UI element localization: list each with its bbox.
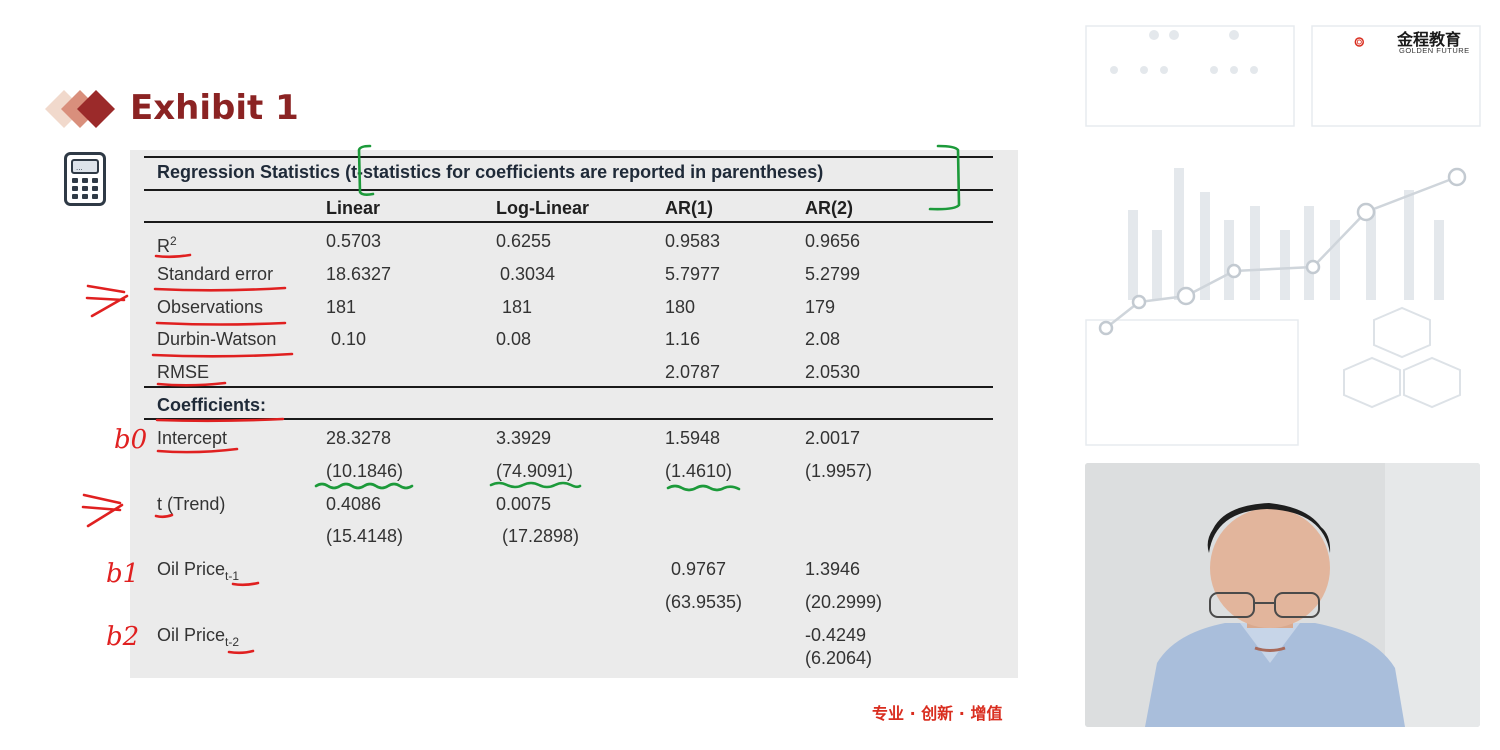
- durbin-watson-ar2: 2.08: [805, 329, 841, 349]
- row-label-intercept: Intercept: [157, 428, 228, 448]
- std-error-ar1: 5.7977: [665, 264, 721, 284]
- logo-english-name: GOLDEN FUTURE: [1399, 46, 1470, 55]
- trend-log-linear: 0.0075: [496, 494, 552, 514]
- presenter-video-feed[interactable]: [1085, 463, 1480, 727]
- row-label-oil-price-lag2: Oil Pricet-2: [157, 625, 240, 649]
- r-squared-log-linear: 0.6255: [496, 231, 552, 251]
- intercept-tstat-linear: (10.1846): [326, 461, 404, 481]
- caption-rule: [144, 189, 993, 191]
- oil-price-lag1-ar2: 1.3946: [805, 559, 861, 579]
- intercept-ar2: 2.0017: [805, 428, 861, 448]
- row-label-durbin-watson: Durbin-Watson: [157, 329, 277, 349]
- observations-ar1: 180: [665, 297, 696, 317]
- observations-ar2: 179: [805, 297, 836, 317]
- oil-price-lag1-tstat-ar1: (63.9535): [665, 592, 743, 612]
- row-label-standard-error: Standard error: [157, 264, 274, 284]
- r-squared-linear: 0.5703: [326, 231, 382, 251]
- r-squared-ar2: 0.9656: [805, 231, 861, 251]
- intercept-tstat-ar2: (1.9957): [805, 461, 873, 481]
- background-infographic: [1085, 25, 1481, 446]
- intercept-tstat-log-linear: (74.9091): [496, 461, 574, 481]
- r-squared-ar1: 0.9583: [665, 231, 721, 251]
- column-header-ar2: AR(2): [805, 198, 853, 218]
- oil-price-lag2-tstat-ar2: (6.2064): [805, 648, 873, 668]
- table-caption: Regression Statistics (t-statistics for …: [157, 162, 824, 182]
- rmse-ar1: 2.0787: [665, 362, 721, 382]
- intercept-linear: 28.3278: [326, 428, 392, 448]
- regression-table-panel: [130, 150, 1018, 678]
- statistics-rule: [144, 386, 993, 388]
- row-label-r-squared: R2: [157, 234, 177, 256]
- oil-price-lag2-ar2: -0.4249: [805, 625, 867, 645]
- logo-chinese-name: 金程教育: [1397, 30, 1462, 49]
- row-label-observations: Observations: [157, 297, 264, 317]
- slogan: 专业 · 创新 · 增值: [872, 704, 1003, 723]
- observations-linear: 181: [326, 297, 357, 317]
- std-error-linear: 18.6327: [326, 264, 392, 284]
- presenter-figure: [1085, 463, 1480, 727]
- svg-text:...: ...: [76, 163, 83, 172]
- durbin-watson-linear: 0.10: [331, 329, 367, 349]
- rmse-ar2: 2.0530: [805, 362, 861, 382]
- slide-title: Exhibit 1: [130, 88, 299, 128]
- table-top-rule: [144, 156, 993, 158]
- coefficients-rule: [144, 418, 993, 420]
- coefficients-heading: Coefficients:: [157, 395, 267, 415]
- durbin-watson-log-linear: 0.08: [496, 329, 532, 349]
- header-rule: [144, 221, 993, 223]
- title-diamonds-decoration: [45, 90, 115, 128]
- std-error-ar2: 5.2799: [805, 264, 861, 284]
- trend-linear: 0.4086: [326, 494, 382, 514]
- intercept-log-linear: 3.3929: [496, 428, 552, 448]
- column-header-ar1: AR(1): [665, 198, 713, 218]
- intercept-ar1: 1.5948: [665, 428, 721, 448]
- trend-tstat-linear: (15.4148): [326, 526, 404, 546]
- row-label-oil-price-lag1: Oil Pricet-1: [157, 559, 240, 583]
- intercept-tstat-ar1: (1.4610): [665, 461, 733, 481]
- oil-price-lag1-tstat-ar2: (20.2999): [805, 592, 883, 612]
- column-header-linear: Linear: [326, 198, 381, 218]
- observations-log-linear: 181: [502, 297, 533, 317]
- arrow-mark-observations: [85, 284, 129, 318]
- row-label-trend: t (Trend): [157, 494, 226, 514]
- column-header-log-linear: Log-Linear: [496, 198, 589, 218]
- golden-future-logo: [1354, 37, 1364, 47]
- std-error-log-linear: 0.3034: [500, 264, 556, 284]
- oil-price-lag1-ar1: 0.9767: [671, 559, 727, 579]
- calculator-icon: ...: [64, 152, 106, 206]
- arrow-mark-trend: [81, 493, 124, 528]
- durbin-watson-ar1: 1.16: [665, 329, 701, 349]
- row-label-rmse: RMSE: [157, 362, 210, 382]
- trend-tstat-log-linear: (17.2898): [502, 526, 580, 546]
